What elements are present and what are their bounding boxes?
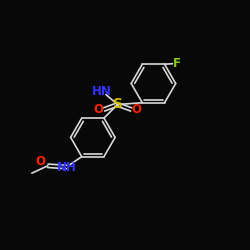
- Text: O: O: [94, 103, 104, 116]
- Text: NH: NH: [56, 160, 76, 173]
- Text: O: O: [132, 103, 141, 116]
- Text: S: S: [112, 98, 122, 112]
- Text: F: F: [173, 57, 181, 70]
- Text: HN: HN: [92, 85, 112, 98]
- Text: O: O: [35, 155, 45, 168]
